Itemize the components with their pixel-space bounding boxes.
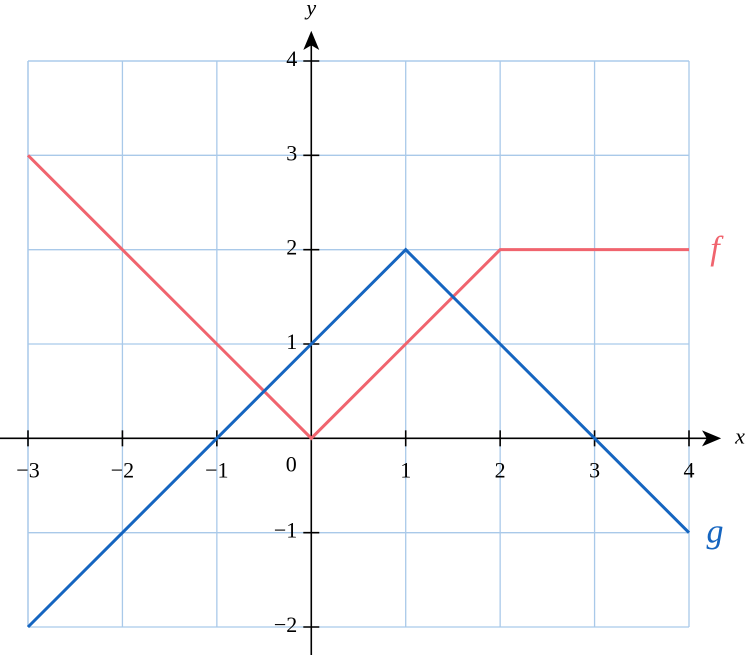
- x-axis-label: x: [734, 423, 745, 448]
- x-tick-label: −2: [111, 457, 134, 482]
- x-tick-label: 2: [495, 457, 506, 482]
- line-series: [26, 247, 691, 629]
- y-tick-label: 1: [286, 329, 297, 354]
- x-tick-label: −3: [16, 457, 39, 482]
- x-tick-label: 3: [589, 457, 600, 482]
- y-tick-label: 3: [286, 140, 297, 165]
- series-label: g: [707, 513, 724, 550]
- y-tick-label: −1: [274, 518, 297, 543]
- y-tick-label: −2: [274, 612, 297, 637]
- x-tick-label: 1: [400, 457, 411, 482]
- line-series: [26, 154, 689, 441]
- origin-label: 0: [286, 451, 297, 476]
- series-label: f: [710, 230, 724, 267]
- x-tick-label: 4: [684, 457, 695, 482]
- y-tick-label: 2: [286, 235, 297, 260]
- y-axis-label: y: [304, 0, 316, 20]
- y-tick-label: 4: [286, 46, 297, 71]
- x-tick-label: −1: [205, 457, 228, 482]
